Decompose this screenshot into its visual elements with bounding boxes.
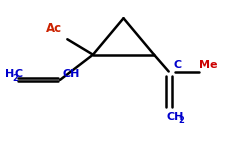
Text: 2: 2	[178, 116, 184, 125]
Text: H: H	[5, 68, 14, 79]
Text: 2: 2	[12, 74, 18, 83]
Text: Ac: Ac	[46, 22, 62, 35]
Text: CH: CH	[166, 112, 184, 122]
Text: C: C	[15, 68, 23, 79]
Text: CH: CH	[62, 68, 80, 79]
Text: C: C	[174, 60, 182, 70]
Text: Me: Me	[199, 60, 218, 70]
